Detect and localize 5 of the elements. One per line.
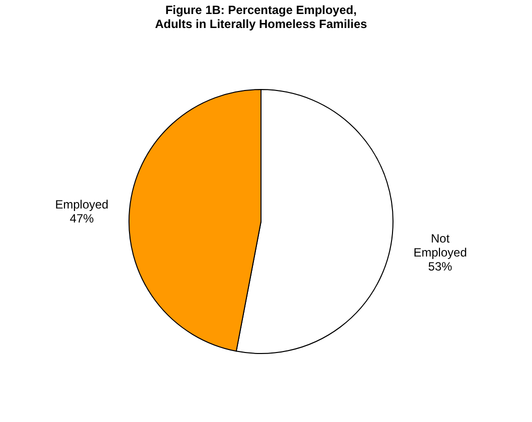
slice-label: Employed — [55, 198, 108, 212]
chart-title: Figure 1B: Percentage Employed, Adults in Literally Homeless Families — [154, 3, 368, 31]
slice-label: Not Employed — [414, 231, 467, 260]
data-label: 47% — [70, 212, 94, 226]
data-label: 53% — [428, 259, 453, 274]
